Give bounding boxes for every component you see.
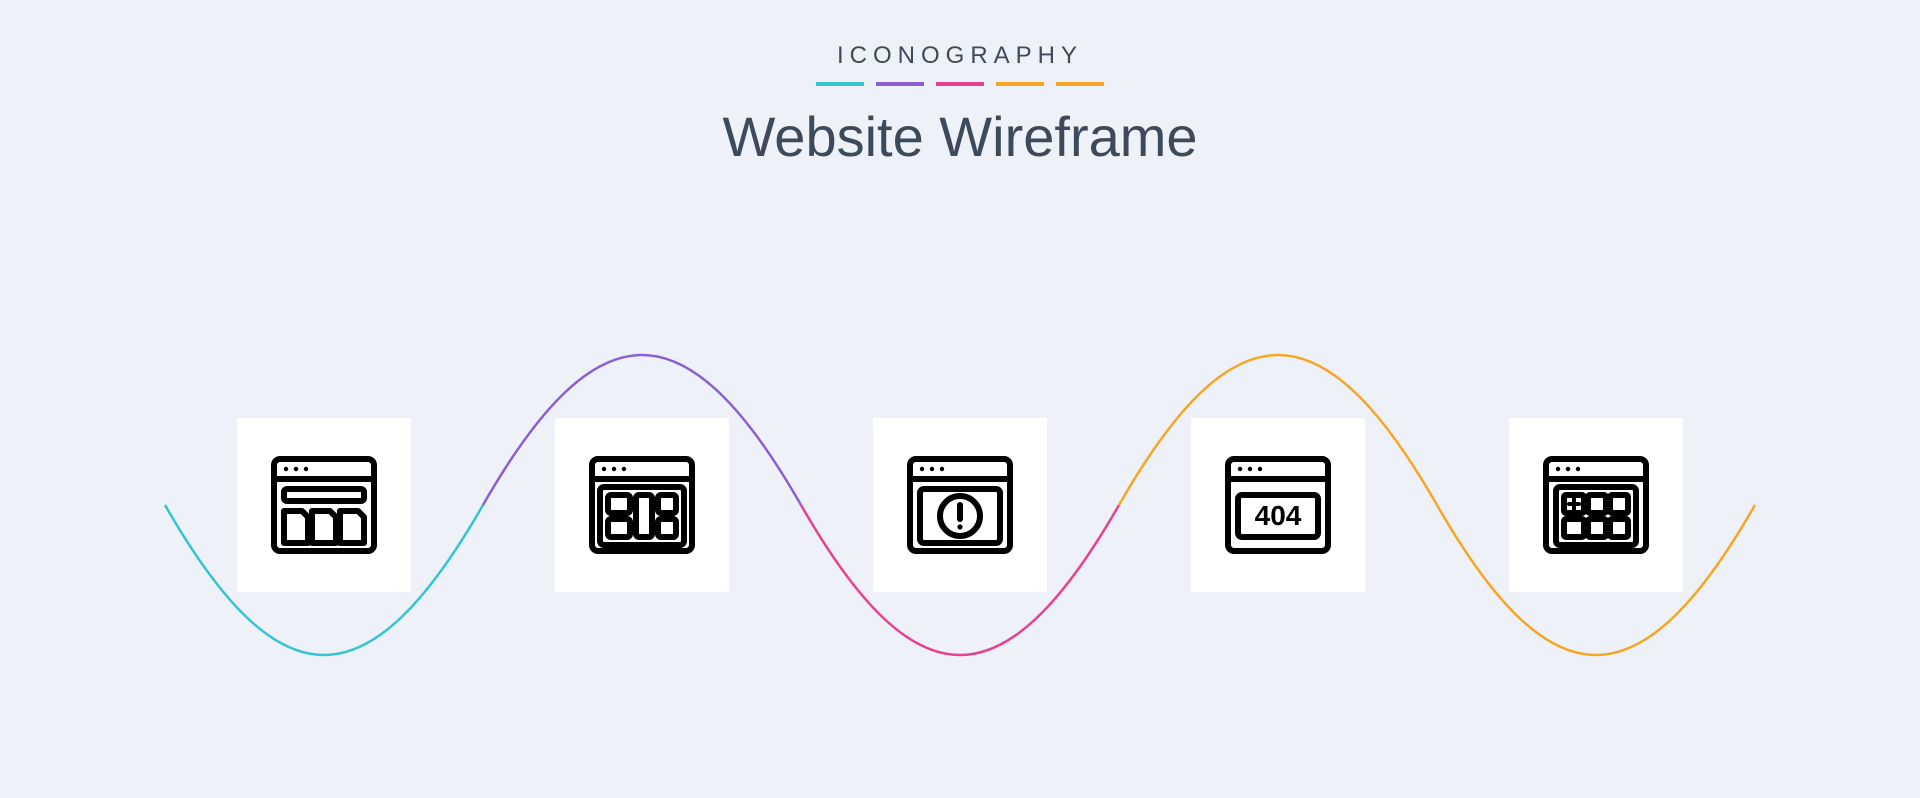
wireframe-tabs-icon [268,449,380,561]
divider-seg [996,82,1044,86]
error-code-label: 404 [1255,500,1302,531]
eyebrow-label: ICONOGRAPHY [0,42,1920,70]
wireframe-gallery-icon [1540,449,1652,561]
divider-seg [876,82,924,86]
wireframe-404-icon: 404 [1222,449,1334,561]
page-title: Website Wireframe [0,104,1920,169]
color-divider [0,82,1920,86]
divider-seg [936,82,984,86]
wireframe-alert-icon [904,449,1016,561]
icon-tile [555,418,729,592]
icon-tile [237,418,411,592]
icons-row: 404 [0,418,1920,592]
divider-seg [1056,82,1104,86]
wireframe-card-grid-icon [586,449,698,561]
icon-tile: 404 [1191,418,1365,592]
icon-tile [873,418,1047,592]
divider-seg [816,82,864,86]
icon-tile [1509,418,1683,592]
header: ICONOGRAPHY Website Wireframe [0,42,1920,169]
